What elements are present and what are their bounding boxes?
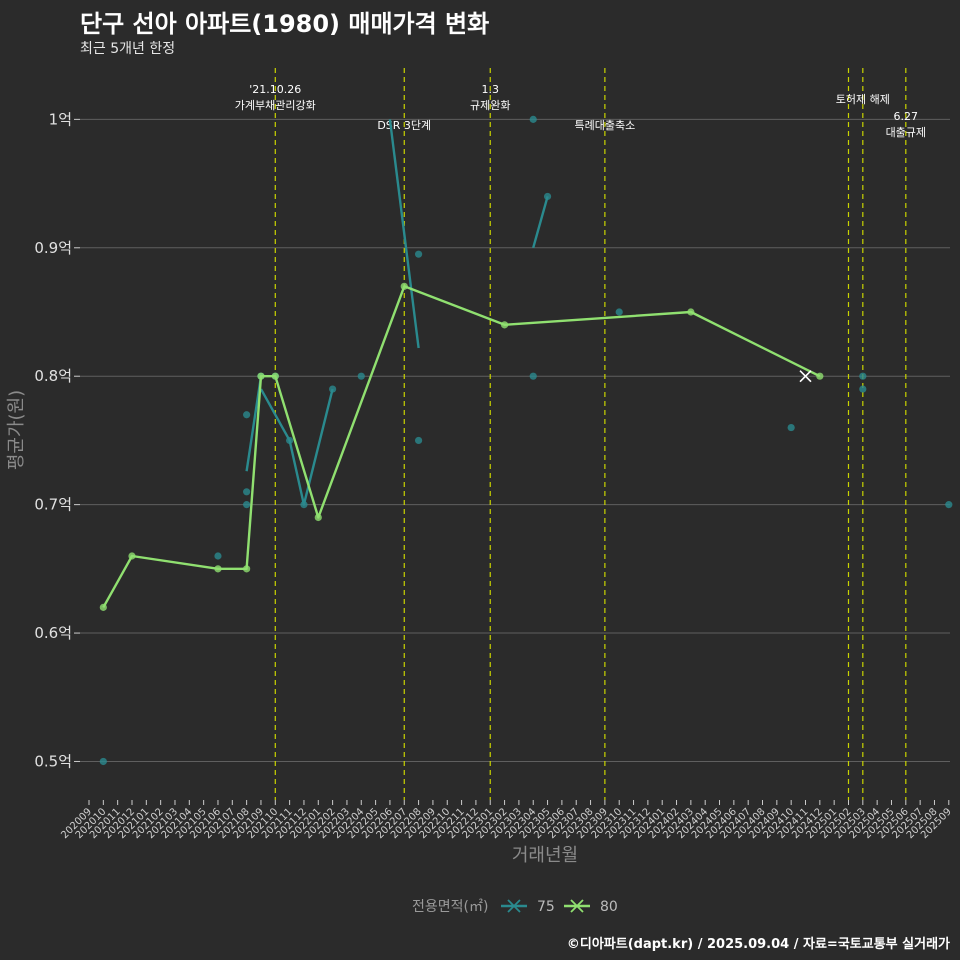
series-75-point — [615, 308, 623, 316]
series-75-line — [259, 388, 334, 506]
y-tick-label: 0.6억 — [34, 624, 72, 642]
series-75-point — [787, 423, 795, 432]
legend-title: 전용면적(㎡) — [412, 899, 488, 915]
series-75-point — [243, 488, 251, 496]
event-label: 토허제 해제 — [836, 92, 890, 106]
series-75-point — [529, 115, 537, 123]
event-label: 6.27 — [894, 110, 919, 123]
series-75-point — [243, 501, 251, 509]
series-75-line — [388, 119, 420, 349]
series-75-point — [357, 372, 365, 380]
series-80-point — [687, 308, 695, 316]
event-label: DSR 3단계 — [377, 119, 431, 132]
series-75-point — [99, 757, 107, 766]
y-tick-label: 0.8억 — [34, 367, 72, 385]
x-axis-title: 거래년월 — [512, 845, 578, 866]
series-75-point — [300, 501, 308, 509]
series-75-point — [329, 385, 337, 393]
series-80-point — [271, 372, 279, 380]
series-75-point — [945, 501, 953, 509]
legend-key-cross — [570, 899, 584, 913]
y-tick-label: 0.9억 — [34, 239, 72, 257]
series-80-point — [500, 321, 509, 329]
series-75-line — [532, 196, 549, 249]
event-label: '21.10.26 — [249, 83, 301, 96]
legend-layer: 전용면적(㎡) 75 80 — [412, 899, 618, 915]
cross-marker — [799, 370, 812, 383]
y-tick-label: 0.5억 — [34, 752, 72, 770]
series-75-point — [414, 250, 423, 258]
series-80-point — [243, 565, 251, 573]
series-75-line — [245, 376, 263, 472]
chart-title: 단구 선아 아파트(1980) 매매가격 변화 — [80, 10, 490, 38]
series-80-point — [314, 513, 322, 522]
y-tick-label: 0.7억 — [34, 496, 72, 514]
y-axis-title: 평균가(원) — [6, 390, 27, 470]
series-75-point — [543, 192, 552, 201]
series-80-point — [128, 552, 136, 560]
series-80-point — [214, 565, 222, 573]
series-75-point — [286, 436, 294, 445]
axis-layer: 0.5억0.6억0.7억0.8억0.9억1억202009202010202011… — [6, 110, 954, 866]
series-75-point — [214, 552, 222, 560]
series-80-point — [816, 372, 824, 380]
event-label: 규제완화 — [470, 99, 510, 112]
chart-subtitle: 최근 5개년 한정 — [80, 41, 176, 57]
series-80-point — [400, 282, 408, 290]
event-label: 가계부채관리강화 — [235, 99, 316, 112]
grid-layer — [80, 118, 950, 762]
source-caption: ©디아파트(dapt.kr) / 2025.09.04 / 자료=국토교통부 실… — [566, 937, 950, 952]
series-75-point — [859, 385, 867, 393]
series-80-point — [99, 603, 107, 611]
series-80-point — [257, 372, 265, 380]
series-75-point — [859, 372, 867, 380]
series-75-point — [243, 411, 251, 419]
series-80-line — [102, 285, 821, 608]
event-label: 특례대출축소 — [575, 119, 636, 132]
series-75-point — [529, 372, 537, 380]
y-tick-label: 1억 — [49, 110, 72, 128]
series-layer — [99, 115, 953, 766]
series-75-point — [414, 436, 423, 445]
legend-entry-label: 80 — [600, 899, 618, 915]
event-label: 대출규제 — [886, 126, 926, 139]
legend-entry-label: 75 — [537, 899, 555, 915]
legend-key-cross — [507, 899, 521, 913]
event-label: 1.3 — [481, 83, 499, 96]
